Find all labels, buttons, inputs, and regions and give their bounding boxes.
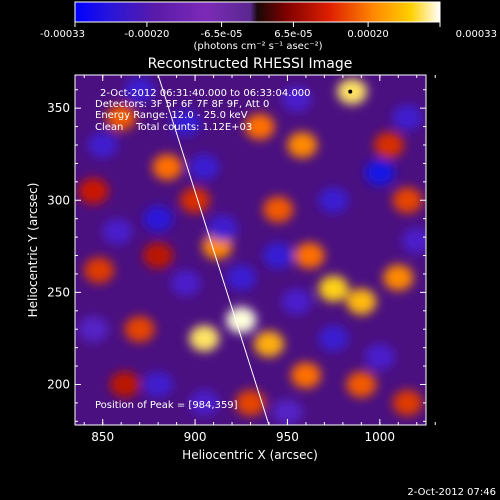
negative-residual	[364, 343, 395, 370]
emission-source	[318, 275, 349, 302]
negative-residual	[318, 187, 349, 214]
negative-residual	[364, 159, 395, 186]
negative-residual	[124, 76, 155, 103]
colorbar-units-label: (photons cm⁻² s⁻¹ asec⁻²)	[193, 41, 322, 52]
y-axis-label: Heliocentric Y (arcsec)	[26, 183, 40, 318]
negative-residual	[102, 218, 133, 245]
chart-title: Reconstructed RHESSI Image	[148, 56, 353, 72]
detectors-annotation: Detectors: 3F 5F 6F 7F 8F 9F, Att 0	[95, 99, 269, 110]
emission-source	[253, 330, 284, 357]
negative-residual	[318, 325, 349, 352]
emission-source	[392, 389, 423, 416]
colorbar-tick-label: -0.00033	[40, 29, 85, 40]
emission-source	[346, 288, 377, 315]
x-axis: 850 900 950 1000	[83, 75, 436, 444]
negative-residual	[189, 389, 220, 416]
negative-residual	[143, 371, 174, 398]
emission-source	[124, 316, 155, 343]
emission-source	[226, 307, 257, 333]
emission-source	[235, 389, 266, 416]
colorbar-tick-label: 0.00033	[456, 29, 497, 40]
x-axis-label: Heliocentric X (arcsec)	[182, 448, 318, 462]
x-tick-label: 900	[184, 430, 207, 444]
negative-residual	[272, 399, 303, 425]
negative-residual	[281, 288, 312, 315]
negative-residual	[207, 214, 238, 241]
colorbar-ticks: -0.00033 -0.00020 -6.5e-05 6.5e-05 0.00020 0.…	[40, 22, 497, 40]
solar-limb-line	[157, 75, 270, 425]
colorbar	[74, 1, 441, 23]
emission-source	[106, 104, 137, 131]
emission-source	[346, 371, 377, 398]
emission-source	[290, 362, 321, 389]
colorbar-tick-label: -6.5e-05	[201, 29, 243, 40]
negative-residual	[392, 104, 423, 131]
negative-residual	[189, 154, 220, 181]
emission-source	[383, 264, 414, 291]
emission-source	[109, 371, 140, 398]
negative-residual	[143, 205, 174, 232]
emission-source	[392, 187, 423, 214]
emission-source	[294, 242, 325, 269]
footer-timestamp: 2-Oct-2012 07:46	[407, 487, 496, 498]
negative-residual	[226, 264, 257, 291]
clean-counts-annotation: Clean Total counts: 1.12E+03	[95, 122, 252, 133]
energy-range-annotation: Energy Range: 12.0 - 25.0 keV	[95, 110, 248, 121]
y-tick-label: 300	[47, 193, 70, 207]
peak-marker	[348, 89, 353, 94]
negative-residual	[78, 316, 109, 343]
x-tick-label: 850	[91, 430, 114, 444]
emission-map	[78, 76, 426, 425]
emission-source	[374, 132, 405, 158]
negative-residual	[170, 109, 201, 136]
negative-residual	[87, 132, 118, 158]
negative-residual	[170, 270, 201, 297]
colorbar-tick-label: 0.00020	[347, 29, 388, 40]
emission-source	[78, 178, 109, 205]
peak-position-annotation: Position of Peak = [984,359]	[95, 400, 238, 411]
y-axis: 200 250 300 350	[47, 89, 426, 422]
emission-source	[180, 187, 211, 214]
emission-source	[84, 257, 115, 284]
colorbar-tick-label: -0.00020	[124, 29, 169, 40]
emission-source	[189, 325, 220, 352]
emission-source	[152, 154, 183, 181]
x-tick-label: 1000	[365, 430, 396, 444]
y-tick-label: 250	[47, 285, 70, 299]
x-tick-label: 950	[276, 430, 299, 444]
negative-residual	[281, 85, 312, 112]
y-tick-label: 350	[47, 101, 70, 115]
emission-source	[287, 132, 318, 158]
time-range-annotation: 2-Oct-2012 06:31:40.000 to 06:33:04.000	[100, 88, 311, 99]
negative-residual	[263, 242, 294, 269]
y-tick-label: 200	[47, 377, 70, 391]
colorbar-tick-label: 6.5e-05	[274, 29, 312, 40]
emission-source	[244, 113, 275, 140]
negative-residual	[401, 227, 426, 254]
emission-source	[143, 242, 174, 269]
emission-source	[263, 196, 294, 223]
